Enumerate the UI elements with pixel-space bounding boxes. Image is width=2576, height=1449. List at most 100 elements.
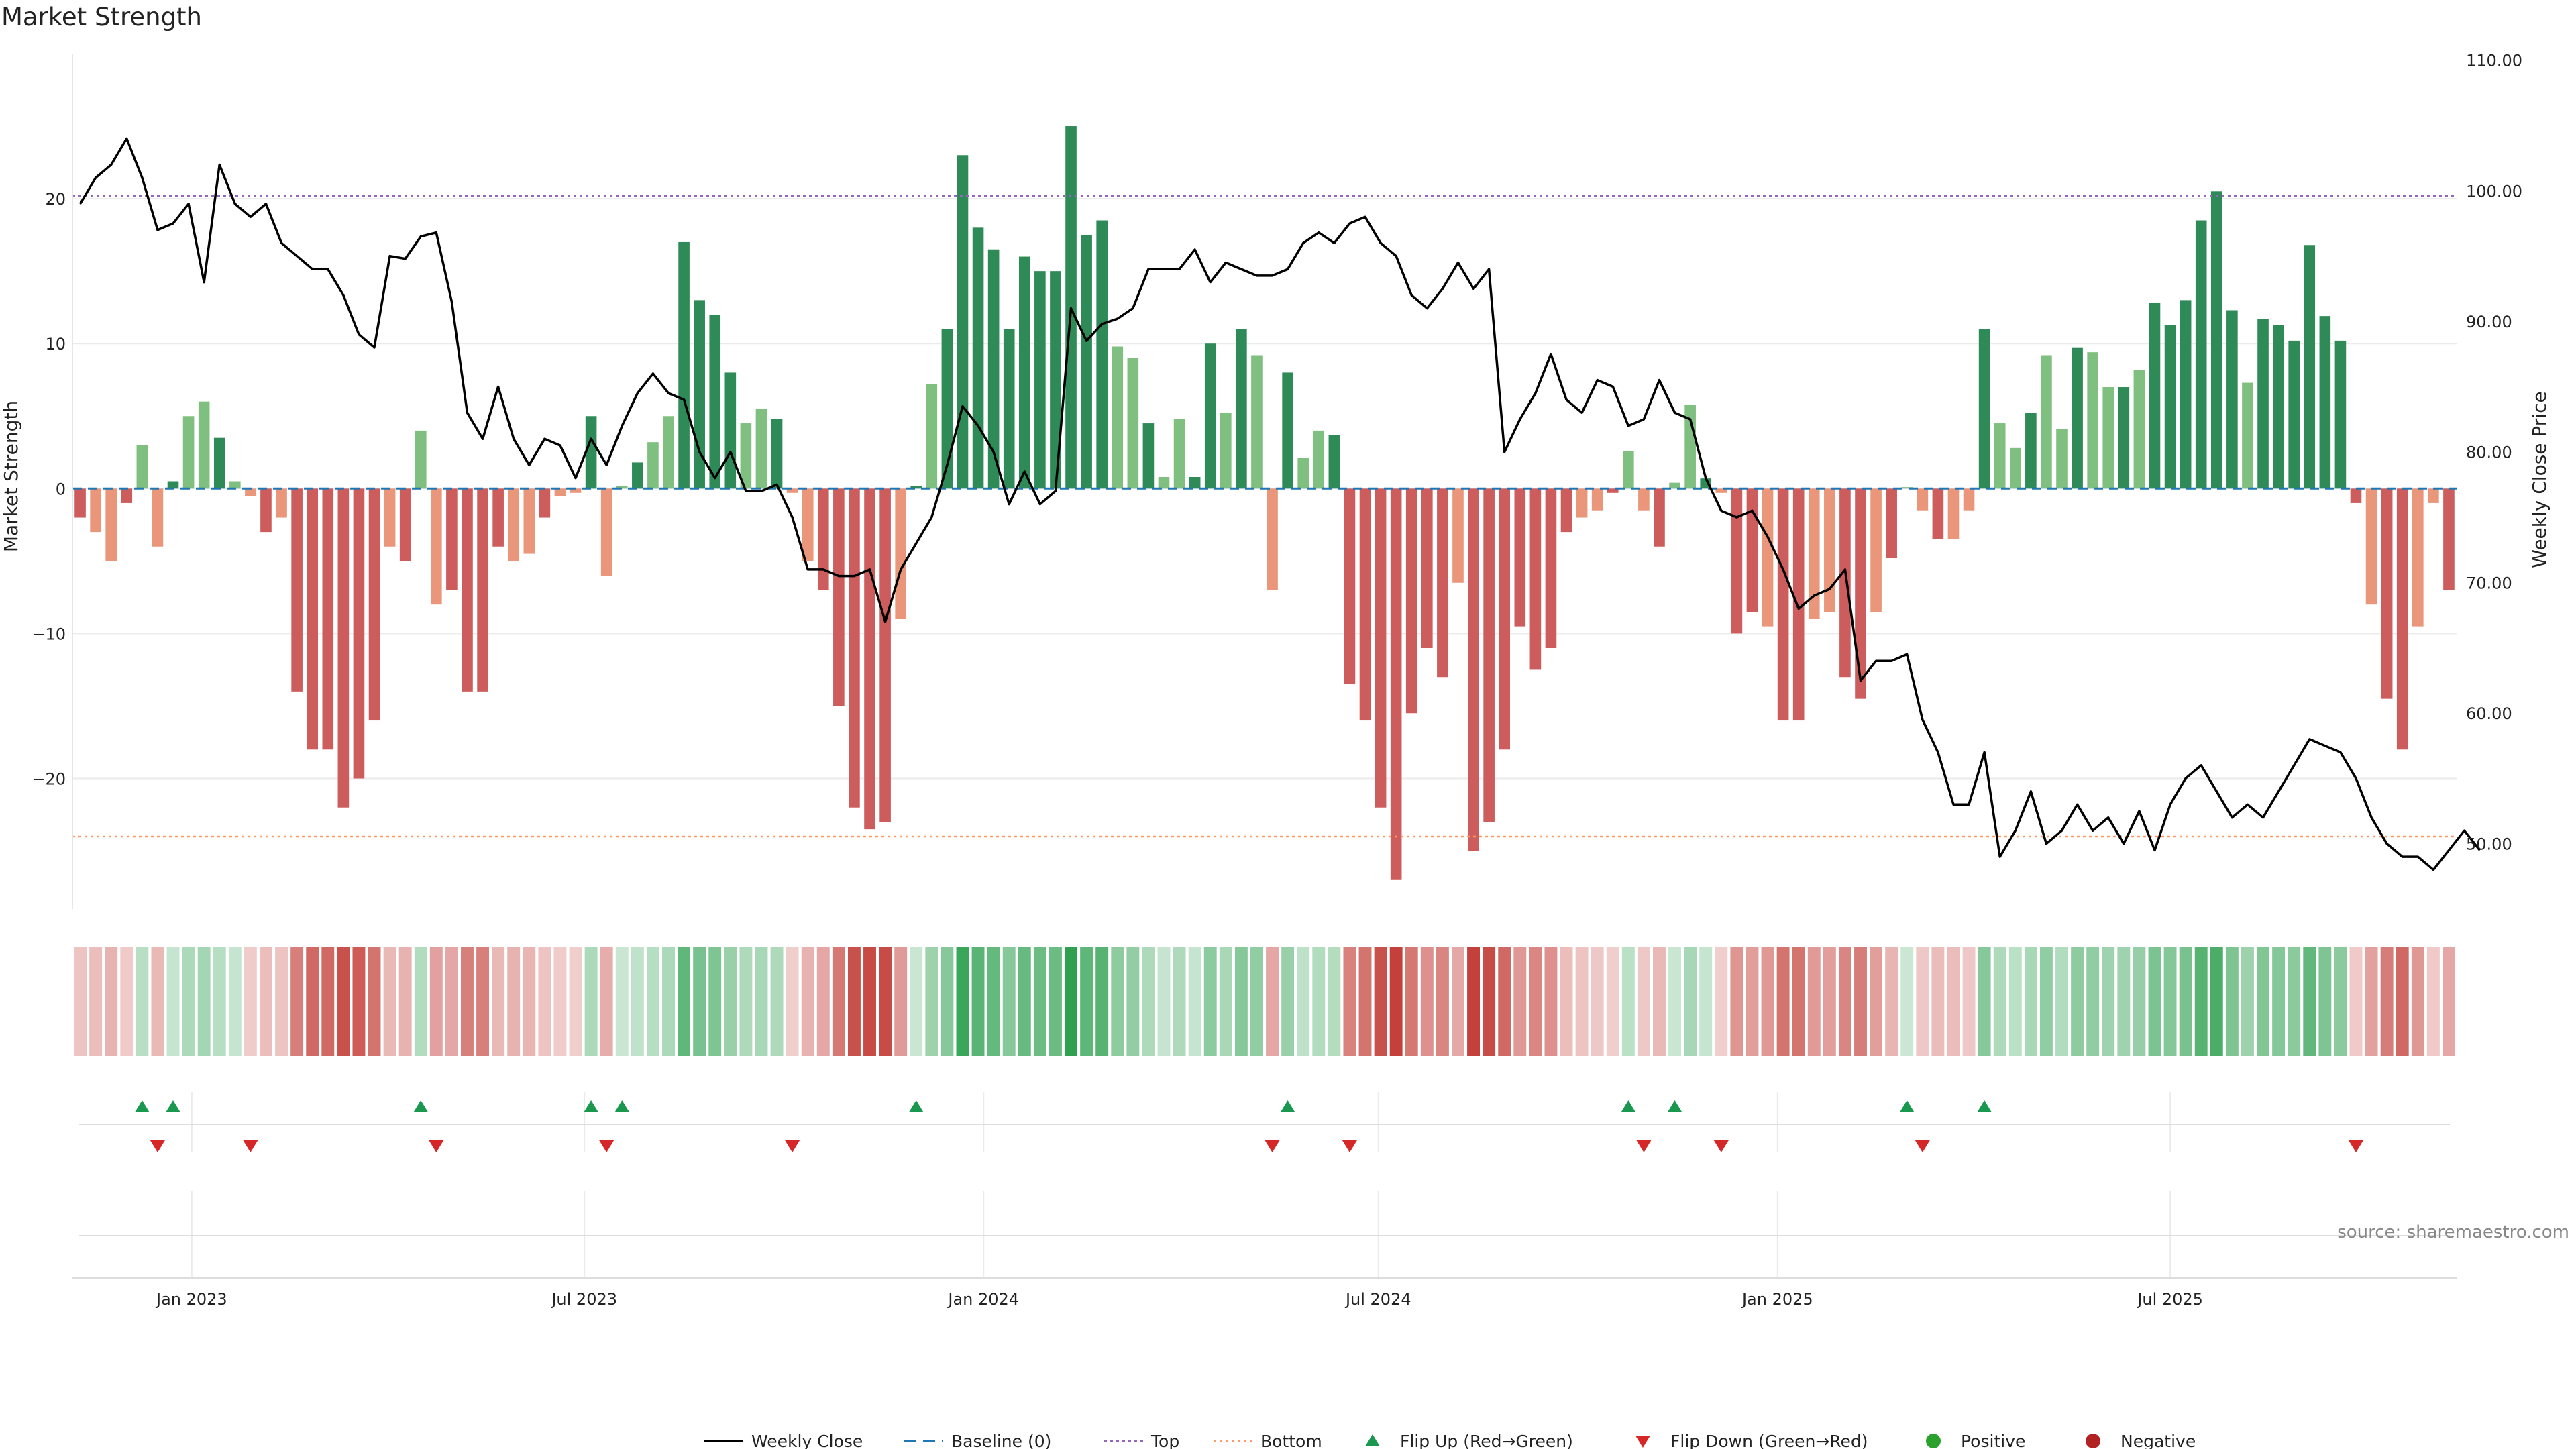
heatmap-cell [2288, 947, 2301, 1056]
heatmap-cell [1807, 947, 1821, 1056]
reference-lines [72, 195, 2457, 838]
heatmap-cell [166, 947, 180, 1056]
strength-bar [833, 488, 845, 706]
strength-bar [2443, 488, 2455, 590]
heatmap-cell [1483, 947, 1496, 1056]
heatmap-cell [290, 947, 304, 1056]
heatmap-cell [987, 947, 1000, 1056]
heatmap-cell [863, 947, 876, 1056]
heatmap-cell [2024, 947, 2037, 1056]
flip-down-marker [785, 1140, 800, 1152]
heatmap-cell [182, 947, 195, 1056]
heatmap-cell [1111, 947, 1124, 1056]
strength-bar [322, 488, 334, 750]
strength-bar [1282, 372, 1293, 489]
heatmap-cell [414, 947, 427, 1056]
heatmap-cell [755, 947, 768, 1056]
heatmap-cell [1065, 947, 1077, 1056]
heatmap-cell [1328, 947, 1341, 1056]
heatmap-cell [1591, 947, 1604, 1056]
y-right-tick-label: 110.00 [2466, 52, 2522, 70]
flip-up-marker [134, 1100, 150, 1112]
strength-bar [198, 401, 210, 489]
heatmap-cell [1157, 947, 1171, 1056]
legend-triangle-up-icon [1365, 1434, 1380, 1446]
strength-bar [121, 488, 133, 503]
heatmap-cell [1420, 947, 1434, 1056]
heatmap-cell [1900, 947, 1914, 1056]
strength-bar [957, 155, 969, 489]
strength-bar [616, 485, 628, 489]
heatmap-cell [1049, 947, 1062, 1056]
heatmap-cell [1606, 947, 1619, 1056]
heatmap-cell [1776, 947, 1790, 1056]
strength-bar [2195, 220, 2207, 489]
strength-bar [1932, 488, 1944, 539]
strength-bar [2009, 447, 2021, 489]
heatmap-cell [941, 947, 954, 1056]
strength-bar [786, 488, 798, 493]
strength-bar [1096, 220, 1108, 489]
strength-bar [941, 329, 953, 489]
strength-bar [105, 488, 117, 561]
strength-bar [2428, 488, 2439, 503]
strength-bar [1034, 271, 1046, 489]
y-right-tick-label: 100.00 [2466, 182, 2522, 201]
heatmap-cell [724, 947, 737, 1056]
chart-title: Market Strength [1, 3, 202, 32]
heatmap-cell [708, 947, 722, 1056]
heatmap-cell [2442, 947, 2455, 1056]
strength-bar [1870, 488, 1882, 612]
heatmap-cell [213, 947, 226, 1056]
heatmap-cell [569, 947, 582, 1056]
strength-bar [1112, 346, 1124, 489]
heatmap-cell [1947, 947, 1960, 1056]
heatmap-cell [368, 947, 381, 1056]
strength-bar [2056, 429, 2068, 489]
strength-bar [1173, 419, 1185, 489]
strength-bar [771, 419, 783, 489]
strength-bar [2365, 488, 2377, 605]
heatmap-cell [2071, 947, 2084, 1056]
weekly-close-line [78, 137, 2481, 871]
heatmap-cell [832, 947, 845, 1056]
y-left-tick-label: 10 [45, 335, 66, 354]
strength-bar [2334, 340, 2347, 489]
strength-bar [1638, 488, 1650, 511]
heatmap-cell [2102, 947, 2115, 1056]
heatmap-cell [2272, 947, 2286, 1056]
strength-bar [1855, 488, 1866, 699]
heatmap-cell [136, 947, 149, 1056]
strength-bar [1220, 413, 1232, 489]
heatmap-strip [74, 947, 2455, 1056]
strength-bar [74, 488, 86, 518]
heatmap-cell [476, 947, 490, 1056]
heatmap-cell [2380, 947, 2394, 1056]
y-right-tick-label: 50.00 [2466, 835, 2512, 854]
axes: 20 10 0 −10 −20 110.00 100.00 90.00 80.00 70.00 60… [32, 52, 2522, 1309]
strength-bar [1405, 488, 1417, 714]
heatmap-cell [1358, 947, 1372, 1056]
heatmap-cell [2133, 947, 2146, 1056]
y-axis-right-title: Weekly Close Price [2528, 391, 2551, 568]
strength-bar [446, 488, 458, 590]
heatmap-cell [1436, 947, 1449, 1056]
flip-up-marker [584, 1100, 599, 1112]
strength-bar [152, 488, 164, 547]
strength-bar [2102, 387, 2114, 489]
heatmap-cell [1637, 947, 1650, 1056]
strength-bar [678, 241, 690, 489]
strength-bar [260, 488, 272, 533]
heatmap-cell [1746, 947, 1759, 1056]
legend-label: Top [1150, 1432, 1179, 1449]
strength-bar [2210, 191, 2222, 489]
strength-bar [1437, 488, 1448, 678]
heatmap-cell [786, 947, 799, 1056]
heatmap-cell [1452, 947, 1464, 1056]
strength-bar [1746, 488, 1758, 612]
heatmap-cell [2225, 947, 2239, 1056]
strength-bar [462, 488, 473, 692]
strength-bar [2350, 488, 2362, 503]
heatmap-cell [2334, 947, 2347, 1056]
heatmap-cell [120, 947, 133, 1056]
